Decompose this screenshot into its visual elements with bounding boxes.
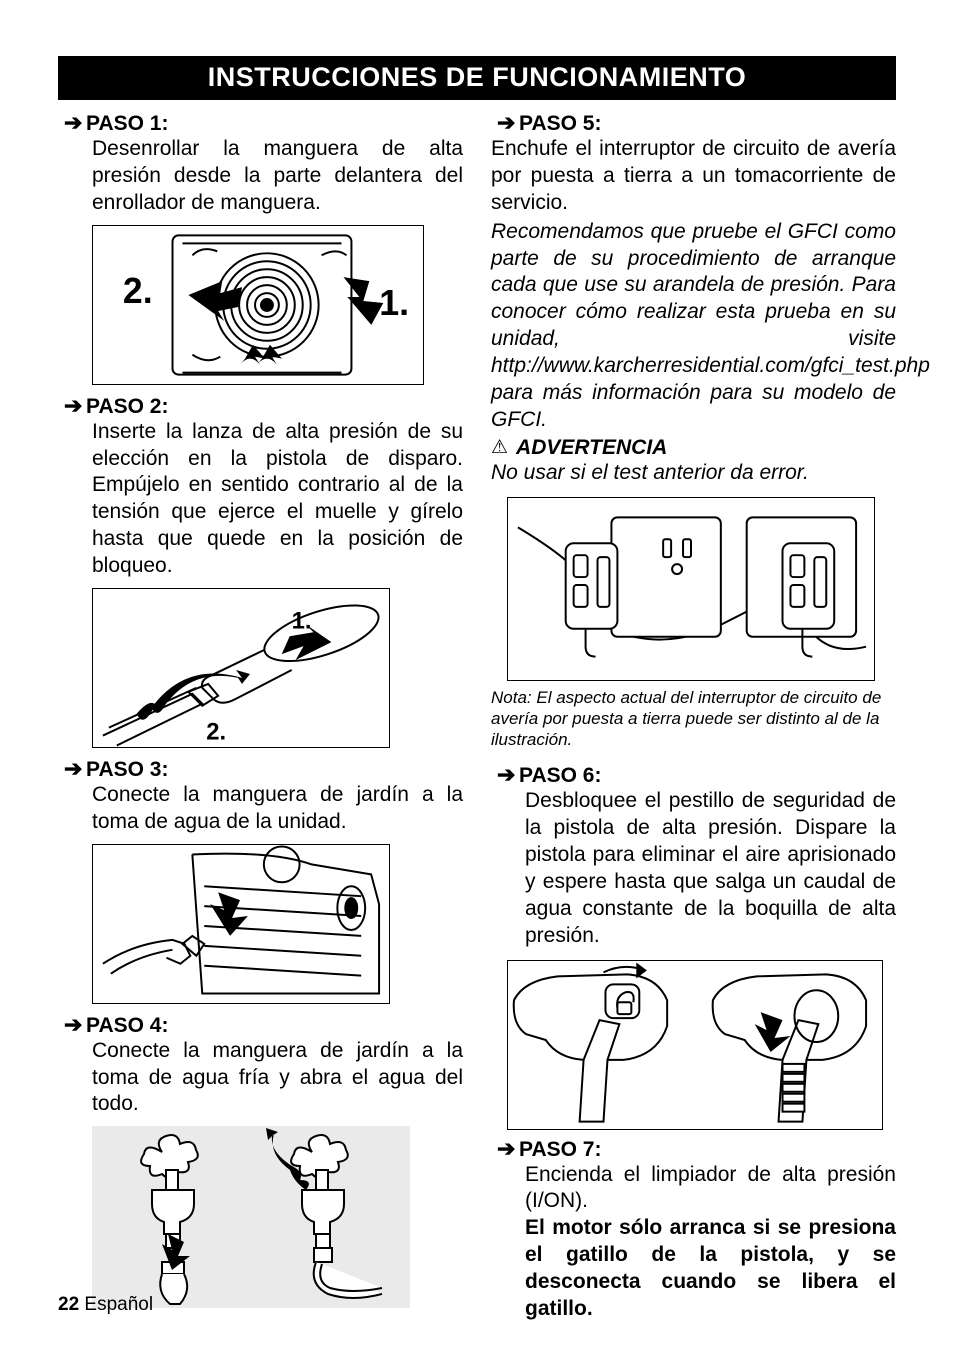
right-column: ➔ PASO 5: Enchufe el interruptor de circ…: [491, 108, 896, 1329]
step-7: ➔ PASO 7: Encienda el limpiador de alta …: [491, 1138, 896, 1323]
step-3-text: Conecte la manguera de jardín a la toma …: [58, 782, 463, 836]
step-6: ➔ PASO 6: Desbloquee el pestillo de segu…: [491, 764, 896, 1129]
step-7-bold: El motor sólo arranca si se presiona el …: [491, 1215, 896, 1323]
figure-step-2: 1. 2.: [92, 588, 390, 748]
figure-label-2: 2.: [123, 271, 153, 311]
figure-note: Nota: El aspecto actual del interruptor …: [491, 687, 896, 751]
step-6-text: Desbloquee el pestillo de seguridad de l…: [491, 788, 896, 949]
step-3-label: PASO 3:: [86, 758, 168, 782]
step-4-label: PASO 4:: [86, 1014, 168, 1038]
warning-text: No usar si el test anterior da error.: [491, 460, 896, 487]
page-language: Español: [84, 1294, 153, 1315]
figure-step-6: [507, 960, 883, 1130]
figure-label-1: 1.: [379, 283, 409, 323]
arrow-right-icon: ➔: [58, 112, 76, 134]
figure-step-3: [92, 844, 390, 1004]
step-2-text: Inserte la lanza de alta presión de su e…: [58, 419, 463, 580]
arrow-right-icon: ➔: [491, 764, 509, 786]
page-number: 22: [58, 1294, 79, 1315]
arrow-right-icon: ➔: [58, 1014, 76, 1036]
step-1-text: Desenrollar la manguera de alta presión …: [58, 136, 463, 217]
arrow-right-icon: ➔: [58, 395, 76, 417]
warning-row: ⚠ ADVERTENCIA: [491, 436, 896, 460]
step-5-label: PASO 5:: [519, 112, 601, 136]
step-1-label: PASO 1:: [86, 112, 168, 136]
warning-label: ADVERTENCIA: [516, 436, 667, 460]
step-5: ➔ PASO 5: Enchufe el interruptor de circ…: [491, 112, 896, 750]
figure-step-1: 2. 1.: [92, 225, 424, 385]
warning-icon: ⚠: [491, 438, 508, 457]
page-footer: 22 Español: [58, 1294, 153, 1316]
step-1: ➔ PASO 1: Desenrollar la manguera de alt…: [58, 112, 463, 385]
figure-label-1: 1.: [292, 607, 312, 634]
figure-label-2: 2.: [206, 718, 226, 745]
step-2-label: PASO 2:: [86, 395, 168, 419]
section-title: INSTRUCCIONES DE FUNCIONAMIENTO: [58, 56, 896, 100]
figure-step-5: [507, 497, 875, 681]
step-4-text: Conecte la manguera de jardín a la toma …: [58, 1038, 463, 1119]
arrow-right-icon: ➔: [491, 1138, 509, 1160]
step-5-text: Enchufe el interruptor de circuito de av…: [491, 136, 896, 217]
arrow-right-icon: ➔: [491, 112, 509, 134]
two-column-layout: ➔ PASO 1: Desenrollar la manguera de alt…: [58, 108, 896, 1329]
step-5-italic: Recomendamos que pruebe el GFCI como par…: [491, 219, 896, 434]
step-7-text: Encienda el limpiador de alta presión (I…: [491, 1162, 896, 1216]
step-2: ➔ PASO 2: Inserte la lanza de alta presi…: [58, 395, 463, 748]
arrow-right-icon: ➔: [58, 758, 76, 780]
step-7-label: PASO 7:: [519, 1138, 601, 1162]
step-6-label: PASO 6:: [519, 764, 601, 788]
left-column: ➔ PASO 1: Desenrollar la manguera de alt…: [58, 108, 463, 1329]
step-4: ➔ PASO 4: Conecte la manguera de jardín …: [58, 1014, 463, 1309]
step-3: ➔ PASO 3: Conecte la manguera de jardín …: [58, 758, 463, 1004]
figure-step-4: [92, 1126, 410, 1308]
